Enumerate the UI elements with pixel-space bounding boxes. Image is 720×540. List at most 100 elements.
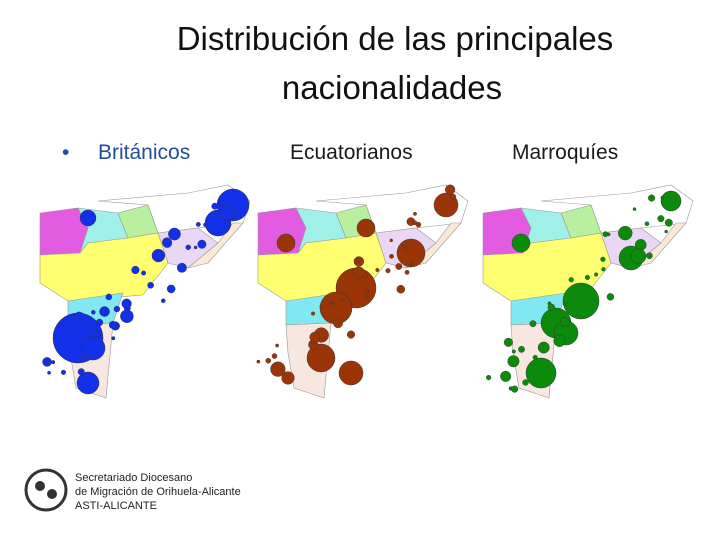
map-bubble bbox=[503, 337, 513, 347]
map-bubble bbox=[356, 218, 376, 238]
map-bubble bbox=[389, 253, 394, 259]
map-bubble bbox=[511, 233, 531, 253]
logo-text: de Migración de Orihuela-Alicante bbox=[75, 486, 241, 498]
title-line: nacionalidades bbox=[282, 69, 502, 106]
map-bubble bbox=[412, 220, 418, 226]
map-bubble bbox=[81, 353, 86, 357]
title-line: Distribución de las principales bbox=[177, 20, 614, 57]
map-bubble bbox=[632, 207, 637, 211]
map-bubble bbox=[565, 302, 569, 306]
map-bubble bbox=[311, 311, 316, 316]
map-bubble bbox=[197, 239, 207, 249]
map-bubble bbox=[644, 221, 650, 226]
map-bubble bbox=[203, 222, 208, 227]
logo-text: Secretariado Diocesano bbox=[75, 472, 192, 484]
map-bubble bbox=[646, 252, 653, 260]
map-bubble bbox=[648, 194, 656, 202]
map-bubble bbox=[362, 273, 368, 279]
map-label: Ecuatorianos bbox=[290, 141, 413, 164]
map-bubble bbox=[270, 361, 286, 377]
map-bubble bbox=[606, 293, 615, 301]
map-bubble bbox=[276, 233, 296, 253]
map-bubble bbox=[120, 309, 134, 323]
map-bubble bbox=[660, 190, 682, 212]
map-bubble bbox=[401, 241, 408, 248]
map-bubble bbox=[413, 211, 417, 216]
map-bubble bbox=[584, 274, 590, 280]
map-bubble bbox=[346, 330, 356, 339]
map-bubble bbox=[404, 269, 410, 275]
map-label: Marroquíes bbox=[512, 141, 618, 164]
map-bubble bbox=[395, 263, 403, 270]
map-bubble bbox=[601, 267, 606, 272]
map-bubble bbox=[338, 360, 364, 386]
map-bubble bbox=[562, 282, 600, 320]
map-region bbox=[39, 232, 169, 302]
map-bubble bbox=[445, 184, 456, 195]
map-bubble bbox=[568, 277, 574, 283]
map-bubble bbox=[507, 355, 520, 368]
map-bubble bbox=[105, 293, 113, 301]
map-bubble bbox=[547, 303, 556, 312]
map-bubble bbox=[108, 320, 117, 329]
map-bubble bbox=[111, 336, 116, 341]
map-bubble bbox=[91, 310, 96, 315]
map-bubble bbox=[219, 205, 236, 221]
map-bubble bbox=[99, 306, 110, 317]
map-bubble bbox=[500, 370, 512, 382]
map-bubble bbox=[553, 334, 566, 347]
map-bubble bbox=[389, 238, 393, 243]
map-bubble bbox=[547, 301, 552, 306]
map-bubble bbox=[532, 354, 538, 361]
map-bubble bbox=[396, 238, 426, 268]
map-bubble bbox=[219, 199, 226, 207]
map-bubble bbox=[486, 374, 492, 381]
map-bubble bbox=[306, 343, 336, 373]
map-bubble bbox=[396, 284, 406, 294]
map-bubble bbox=[265, 357, 272, 364]
map-bubble bbox=[166, 284, 176, 294]
map-bubble bbox=[309, 331, 320, 343]
map-bubble bbox=[341, 298, 345, 302]
map-bubble bbox=[375, 268, 380, 272]
map-bubble bbox=[331, 302, 336, 306]
map-bubble bbox=[352, 266, 365, 279]
logo-icon bbox=[47, 489, 57, 499]
map-bubble bbox=[618, 225, 633, 241]
map-bubble bbox=[660, 195, 664, 200]
map-bubble bbox=[256, 359, 261, 364]
map-bubble bbox=[450, 193, 457, 200]
map-bubble bbox=[319, 304, 324, 309]
map-bubble bbox=[363, 294, 369, 300]
map-bubble bbox=[113, 305, 121, 313]
map-bubble bbox=[525, 357, 557, 389]
map-bubble bbox=[60, 369, 67, 375]
map-bubble bbox=[511, 349, 516, 354]
map-bubble bbox=[211, 202, 219, 210]
map-bubble bbox=[385, 268, 391, 274]
map-bubble bbox=[131, 265, 140, 275]
map-bubble bbox=[600, 256, 606, 262]
map-bubble bbox=[74, 311, 85, 322]
map-region bbox=[187, 222, 244, 269]
map-label: Británicos bbox=[98, 141, 190, 164]
map-bubble bbox=[522, 379, 529, 386]
map-bubble bbox=[151, 248, 166, 263]
map-bubble bbox=[333, 318, 343, 329]
logo-icon bbox=[24, 468, 68, 512]
map-bubble bbox=[409, 262, 414, 267]
map-bubble bbox=[271, 353, 278, 359]
map-bubble bbox=[518, 345, 525, 353]
map-bubble bbox=[91, 328, 97, 335]
logo: Secretariado Diocesano de Migración de O… bbox=[24, 468, 241, 512]
map-bubble bbox=[162, 237, 173, 248]
map-bubble bbox=[168, 227, 181, 241]
map-bubble bbox=[537, 341, 550, 354]
map-bubble bbox=[79, 209, 97, 227]
map-bubble bbox=[176, 262, 187, 273]
map-bubble bbox=[46, 358, 51, 363]
map-bubble bbox=[141, 270, 147, 276]
map-bubble bbox=[42, 357, 52, 367]
